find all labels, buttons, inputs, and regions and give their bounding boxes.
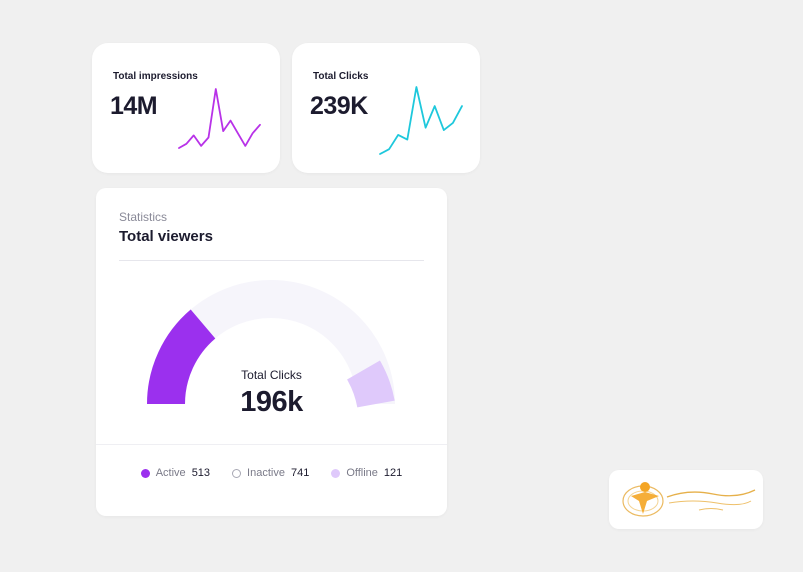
legend-item-offline: Offline 121 <box>331 467 402 479</box>
legend-dot-offline <box>331 468 341 478</box>
impressions-card: Total impressions 14M <box>92 43 280 173</box>
legend-dot-active <box>140 468 150 478</box>
legend-item-inactive: Inactive 741 <box>232 467 309 479</box>
total-viewers-card: Statistics Total viewers Total Clicks 19… <box>96 188 447 516</box>
logo-figure-body-icon <box>631 492 659 514</box>
clicks-sparkline <box>379 86 463 155</box>
legend-dot-inactive <box>232 468 242 478</box>
impressions-sparkline-line <box>178 88 261 149</box>
legend-count-offline: 121 <box>383 467 403 479</box>
viewers-title: Total viewers <box>119 228 213 245</box>
clicks-value: 239K <box>310 92 368 120</box>
legend-label-active: Active <box>155 467 186 479</box>
clicks-sparkline-line <box>379 86 463 155</box>
gauge-legend: Active 513 Inactive 741 Offline 121 <box>96 467 447 479</box>
logo-figure-head-icon <box>640 482 650 492</box>
gauge-segment-offline <box>346 360 395 408</box>
logo-script-stroke-middle <box>668 500 752 506</box>
legend-label-inactive: Inactive <box>247 467 285 479</box>
logo-script-stroke-top <box>666 489 756 498</box>
watermark-logo <box>622 482 756 517</box>
viewers-gauge <box>147 280 395 408</box>
impressions-title: Total impressions <box>113 71 198 82</box>
gauge-center-label: Total Clicks <box>241 368 302 382</box>
legend-divider <box>96 444 447 445</box>
legend-label-offline: Offline <box>346 467 378 479</box>
viewers-subtitle: Statistics <box>119 210 168 224</box>
clicks-title: Total Clicks <box>313 71 369 82</box>
legend-count-active: 513 <box>191 467 211 479</box>
gauge-segment-active <box>147 309 216 405</box>
header-divider <box>119 260 424 261</box>
legend-item-active: Active 513 <box>140 467 211 479</box>
logo-script-stroke-bottom <box>698 508 724 511</box>
legend-count-inactive: 741 <box>290 467 310 479</box>
watermark-logo-card <box>609 470 763 529</box>
impressions-sparkline <box>178 88 261 149</box>
impressions-value: 14M <box>110 92 158 120</box>
clicks-card: Total Clicks 239K <box>292 43 480 173</box>
gauge-center-value: 196k <box>240 386 303 418</box>
